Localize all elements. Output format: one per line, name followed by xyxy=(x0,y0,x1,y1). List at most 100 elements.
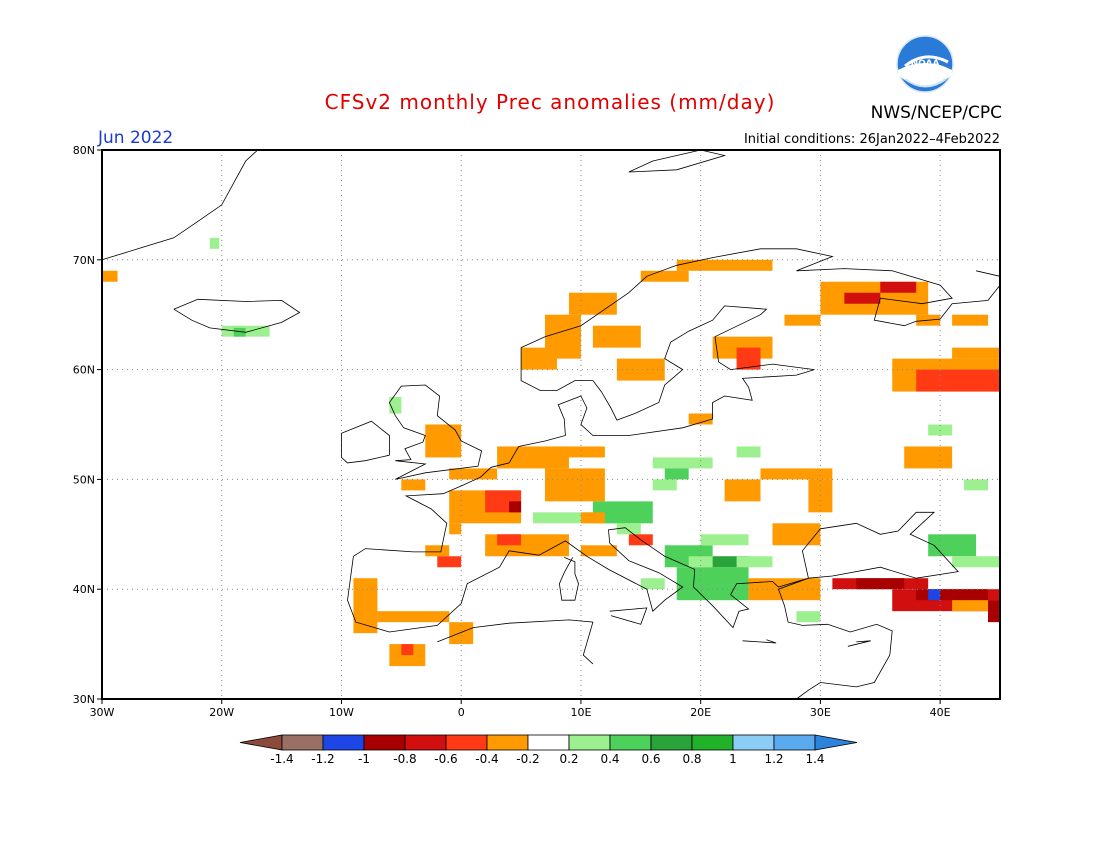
coastline xyxy=(101,149,259,261)
colorbar-bin xyxy=(691,734,734,751)
anomaly-cell xyxy=(724,479,761,502)
anomaly-cell xyxy=(952,556,1000,568)
colorbar-label: -1.2 xyxy=(311,752,334,766)
coastline xyxy=(353,248,1001,557)
anomaly-cell xyxy=(233,327,246,337)
anomaly-cell xyxy=(592,501,653,524)
anomaly-cell xyxy=(377,611,450,623)
colorbar-bin xyxy=(650,734,693,751)
colorbar-label: 1 xyxy=(729,752,737,766)
anomaly-cell xyxy=(760,468,833,480)
anomaly-cell xyxy=(353,578,378,634)
lon-tick-label: 20E xyxy=(690,706,711,719)
anomaly-cell xyxy=(712,556,749,568)
anomaly-cell xyxy=(904,446,953,469)
lat-tick-label: 60N xyxy=(73,364,95,377)
anomaly-cell xyxy=(389,397,402,414)
org-label: NWS/NCEP/CPC xyxy=(870,103,1002,123)
colorbar-bin xyxy=(609,734,652,751)
anomaly-cell xyxy=(736,446,761,458)
anomaly-cell xyxy=(952,600,1000,612)
anomaly-cell xyxy=(497,534,522,546)
anomaly-cell xyxy=(592,325,641,348)
lon-tick-label: 10E xyxy=(570,706,591,719)
colorbar-label: -0.6 xyxy=(434,752,457,766)
anomaly-cell xyxy=(509,501,522,513)
anomaly-cell xyxy=(736,556,773,568)
anomaly-cell xyxy=(568,292,617,315)
colorbar-bin xyxy=(322,734,365,751)
anomaly-cell xyxy=(449,468,498,480)
coastline xyxy=(847,640,871,647)
anomaly-cell xyxy=(580,545,617,557)
anomaly-cell xyxy=(616,358,665,381)
coastline xyxy=(173,298,301,333)
anomaly-cell xyxy=(772,523,821,546)
anomaly-cell xyxy=(102,270,118,282)
lon-tick-label: 30W xyxy=(90,706,115,719)
anomaly-cell xyxy=(784,314,821,326)
anomaly-cell xyxy=(640,578,665,590)
anomaly-cell xyxy=(640,270,689,282)
colorbar-label: 1.4 xyxy=(805,752,824,766)
anomaly-cell xyxy=(209,237,220,249)
lon-tick-label: 30E xyxy=(810,706,831,719)
colorbar-label: -0.2 xyxy=(516,752,539,766)
anomaly-cell xyxy=(928,534,977,557)
anomaly-field xyxy=(102,237,1000,667)
anomaly-cell xyxy=(928,424,953,436)
lat-tick-label: 70N xyxy=(73,254,95,267)
colorbar-bin xyxy=(486,734,529,751)
anomaly-cell xyxy=(916,369,1000,392)
anomaly-cell xyxy=(736,347,761,370)
colorbar-bin xyxy=(568,734,611,751)
anomaly-cell xyxy=(616,523,641,535)
lon-tick-label: 20W xyxy=(209,706,234,719)
colorbar-label: 0.6 xyxy=(641,752,660,766)
anomaly-cell xyxy=(580,512,605,524)
lon-tick-label: 40E xyxy=(930,706,951,719)
colorbar-arrow-left xyxy=(239,734,283,751)
anomaly-cell xyxy=(401,479,426,491)
coastline xyxy=(976,270,1001,277)
coastline xyxy=(437,619,594,665)
anomaly-cell xyxy=(425,545,450,557)
anomaly-cell xyxy=(796,611,821,623)
anomaly-cell xyxy=(664,468,689,480)
anomaly-cell xyxy=(652,479,677,491)
colorbar-label: 0.8 xyxy=(682,752,701,766)
lat-tick-label: 40N xyxy=(73,583,95,596)
axis-ticks: 30W 20W 10W 0 10E 20E 30E 40E 30N 40N 50N 60N 70N 80N xyxy=(73,144,951,719)
anomaly-cell xyxy=(545,446,605,458)
anomaly-cell xyxy=(964,479,989,491)
anomaly-cell xyxy=(401,644,414,656)
colorbar-label: 0.2 xyxy=(559,752,578,766)
lat-tick-label: 80N xyxy=(73,144,95,157)
anomaly-cell xyxy=(521,347,557,370)
anomaly-cell xyxy=(449,523,462,535)
logo-text: NOAA xyxy=(911,59,940,69)
anomaly-cell xyxy=(748,578,821,601)
anomaly-cell xyxy=(952,347,1000,359)
colorbar-bin xyxy=(732,734,775,751)
chart-title: CFSv2 monthly Prec anomalies (mm/day) xyxy=(324,90,776,114)
anomaly-cell xyxy=(437,556,462,568)
lat-tick-label: 50N xyxy=(73,473,95,486)
anomaly-cell xyxy=(221,325,270,337)
anomaly-cell xyxy=(652,457,713,469)
anomaly-cell xyxy=(676,259,773,271)
anomaly-cell xyxy=(952,314,989,326)
anomaly-cell xyxy=(688,413,713,425)
coastline xyxy=(347,511,959,700)
coastlines xyxy=(101,149,1001,700)
lon-tick-label: 10W xyxy=(329,706,354,719)
forecast-month: Jun 2022 xyxy=(98,128,174,148)
coastline xyxy=(609,607,648,625)
coastline xyxy=(742,639,777,644)
colorbar-bin xyxy=(363,734,406,751)
coastline xyxy=(628,149,727,173)
colorbar-bin xyxy=(404,734,447,751)
noaa-logo: NOAA xyxy=(896,35,954,93)
colorbar-label: -1 xyxy=(358,752,370,766)
coastline xyxy=(388,384,483,480)
